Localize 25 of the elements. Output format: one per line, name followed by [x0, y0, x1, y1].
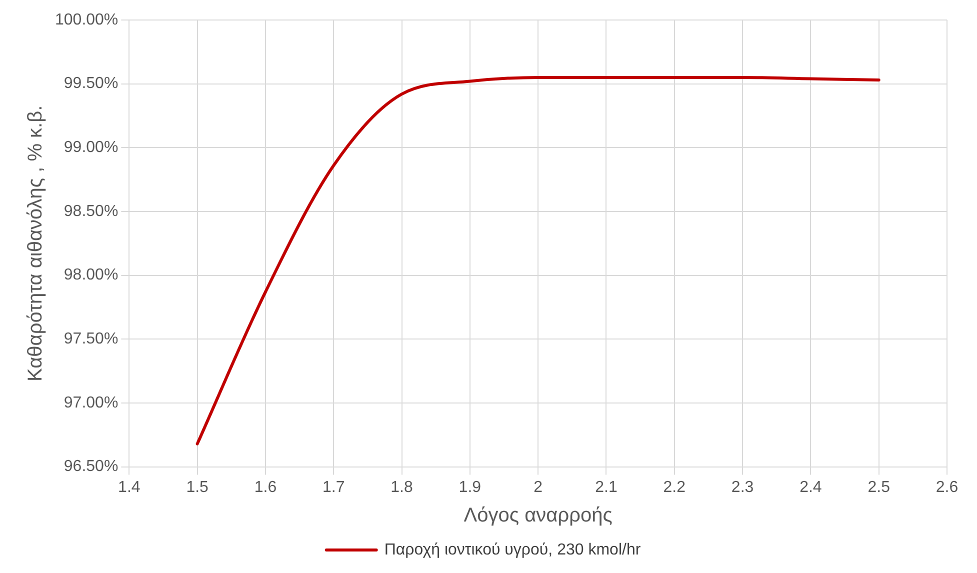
x-tick-label: 2.2 — [663, 478, 686, 496]
y-tick-label: 97.00% — [64, 394, 118, 412]
x-tick-label: 1.5 — [186, 478, 209, 496]
x-axis-title: Λόγος αναρροής — [464, 504, 613, 527]
x-tick-label: 1.7 — [322, 478, 345, 496]
x-tick-label: 1.6 — [254, 478, 277, 496]
line-series — [196, 76, 880, 446]
y-tick-label: 100.00% — [54, 11, 118, 28]
y-axis-title: Καθαρότητα αιθανόλης , % κ.β. — [24, 105, 47, 382]
x-tick-label: 2.5 — [868, 478, 890, 496]
x-tick-label: 2.6 — [936, 478, 958, 496]
y-tick-label: 98.00% — [64, 266, 118, 284]
x-tick-label: 1.8 — [390, 478, 413, 496]
y-tick-label: 96.50% — [64, 458, 118, 476]
legend-label: Παροχή ιοντικού υγρού, 230 kmol/hr — [384, 541, 642, 558]
x-tick-label: 2.1 — [595, 478, 618, 496]
y-tick-label: 98.50% — [64, 202, 118, 220]
x-tick-label: 2.4 — [800, 478, 822, 496]
y-tick-label: 99.50% — [64, 75, 118, 92]
x-tick-label: 2.3 — [731, 478, 754, 496]
y-tick-label: 97.50% — [64, 330, 118, 348]
x-tick-label: 1.9 — [458, 478, 482, 496]
x-tick-label: 2 — [534, 478, 543, 496]
y-tick-label: 99.00% — [64, 139, 118, 156]
x-tick-label: 1.4 — [118, 478, 140, 496]
